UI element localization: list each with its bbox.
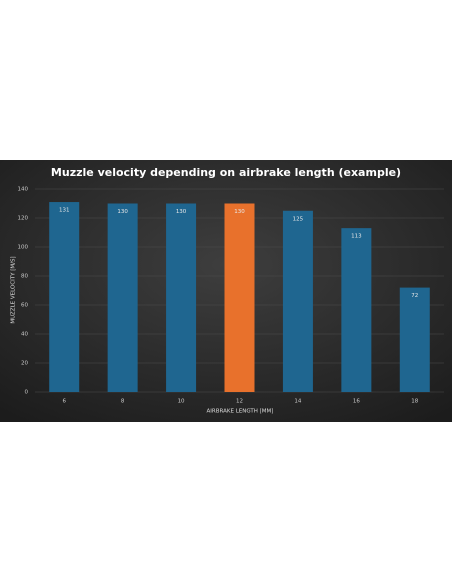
y-tick-label: 0	[25, 390, 29, 396]
bar	[166, 203, 197, 392]
y-tick-label: 60	[21, 303, 28, 309]
bar	[107, 203, 138, 392]
value-label: 130	[176, 209, 187, 215]
y-tick-label: 20	[21, 361, 28, 367]
bar	[341, 228, 372, 392]
bar	[399, 287, 430, 392]
x-tick-label: 14	[294, 399, 301, 405]
value-label: 113	[351, 234, 362, 240]
value-label: 125	[293, 216, 304, 222]
x-tick-label: 16	[353, 399, 360, 405]
x-tick-label: 18	[411, 399, 418, 405]
value-label: 130	[117, 209, 128, 215]
x-axis-label: AIRBRAKE LENGTH [MM]	[207, 409, 274, 415]
bar	[49, 202, 80, 392]
y-tick-label: 140	[18, 187, 29, 193]
x-tick-label: 8	[121, 399, 125, 405]
x-tick-label: 6	[62, 399, 66, 405]
y-tick-label: 80	[21, 274, 28, 280]
value-label: 72	[411, 293, 418, 299]
y-tick-label: 120	[18, 216, 29, 222]
value-label: 131	[59, 208, 70, 214]
chart-title: Muzzle velocity depending on airbrake le…	[51, 166, 401, 179]
y-tick-label: 40	[21, 332, 28, 338]
value-label: 130	[234, 209, 245, 215]
x-tick-label: 12	[236, 399, 243, 405]
x-tick-label: 10	[178, 399, 185, 405]
bar	[282, 210, 313, 392]
y-axis-label: MUZZLE VELOCITY [M/S]	[11, 256, 17, 323]
y-tick-label: 100	[18, 245, 29, 251]
bar	[224, 203, 255, 392]
